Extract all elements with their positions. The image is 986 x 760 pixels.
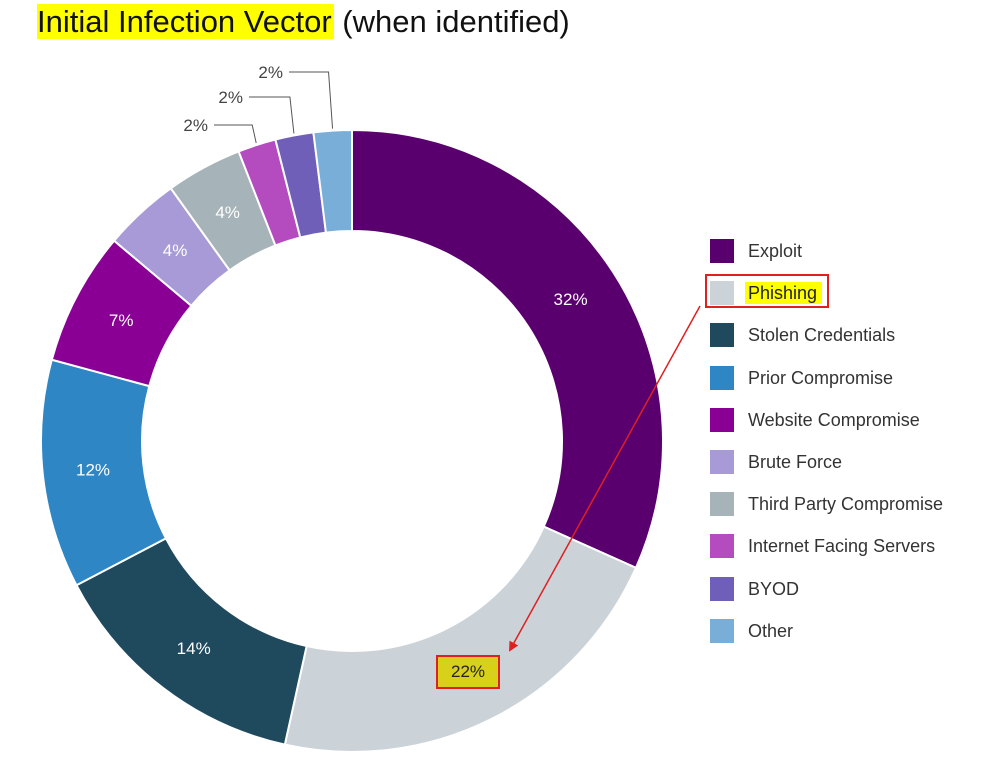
legend-label-other: Other — [748, 620, 794, 641]
legend-swatch-phishing — [710, 281, 734, 306]
data-label-byod: 2% — [218, 88, 243, 107]
phishing-value-callout: 22% — [436, 655, 500, 689]
legend-label-prior-compromise: Prior Compromise — [748, 367, 894, 388]
legend-label-internet-facing-servers: Internet Facing Servers — [748, 536, 936, 557]
legend-swatch-other — [710, 618, 734, 643]
leader-line-byod — [249, 96, 295, 134]
slice-phishing — [283, 525, 638, 753]
legend-label-brute-force: Brute Force — [748, 451, 843, 472]
data-label-third-party-compromise: 4% — [215, 203, 240, 222]
data-label-brute-force: 4% — [163, 241, 188, 260]
legend-swatch-stolen-credentials — [710, 323, 734, 348]
legend-swatch-prior-compromise — [710, 365, 734, 390]
legend-swatch-byod — [710, 576, 734, 601]
phishing-callout-arrow — [509, 305, 701, 652]
legend-swatch-brute-force — [710, 449, 734, 474]
leader-line-internet-facing-servers — [214, 124, 257, 144]
legend-highlight-box — [705, 274, 829, 309]
legend-label-byod: BYOD — [748, 578, 800, 599]
data-label-internet-facing-servers: 2% — [183, 116, 208, 135]
slice-other — [312, 128, 353, 234]
data-label-stolen-credentials: 14% — [177, 639, 211, 658]
chart-title-highlighted: Initial Infection Vector — [37, 4, 334, 39]
legend-label-exploit: Exploit — [748, 241, 803, 261]
slice-exploit — [351, 128, 664, 570]
leader-line-other — [289, 71, 334, 129]
legend-label-phishing: Phishing — [745, 282, 823, 305]
data-label-exploit: 32% — [554, 290, 588, 309]
legend-label-third-party-compromise: Third Party Compromise — [748, 494, 944, 515]
chart-title: Initial Infection Vector (when identifie… — [37, 2, 570, 42]
legend-swatch-exploit — [710, 239, 734, 263]
legend-label-stolen-credentials: Stolen Credentials — [748, 325, 896, 346]
data-label-prior-compromise: 12% — [76, 460, 110, 479]
data-label-website-compromise: 7% — [109, 311, 134, 330]
legend-swatch-internet-facing-servers — [710, 534, 734, 559]
legend-label-website-compromise: Website Compromise — [748, 409, 920, 430]
legend-swatch-third-party-compromise — [710, 492, 734, 517]
data-label-other: 2% — [258, 63, 283, 82]
chart-title-rest: (when identified) — [342, 4, 570, 39]
legend-swatch-website-compromise — [710, 407, 734, 432]
